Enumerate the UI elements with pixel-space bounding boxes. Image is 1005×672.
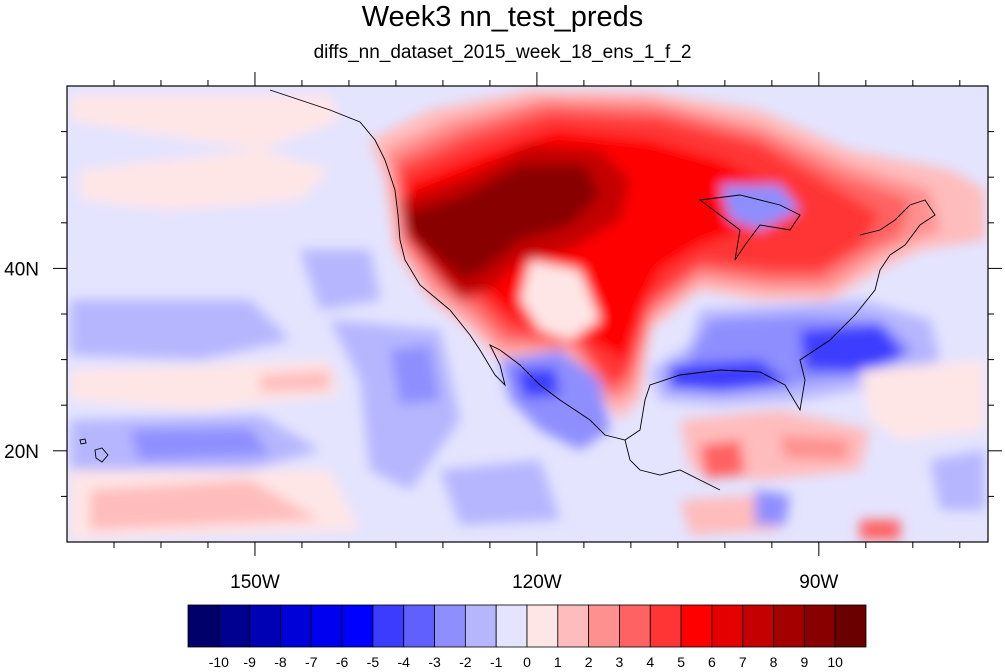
colorbar-label: -10: [209, 654, 229, 670]
mexico-coastline: [624, 439, 721, 491]
colorbar-label: -9: [243, 654, 256, 670]
anomaly-field: [67, 86, 988, 542]
colorbar-label: 0: [523, 654, 531, 670]
colorbar-swatch: [434, 604, 466, 648]
north-america-coastline: [269, 89, 936, 441]
axis-tick-labels: 150W 120W 90W 40N 20N: [4, 259, 838, 593]
colorbar-swatch: [249, 604, 281, 648]
lat-tick-label: 20N: [4, 442, 39, 463]
plot-subtitle: diffs_nn_dataset_2015_week_18_ens_1_f_2: [313, 42, 692, 63]
colorbar-label: -6: [336, 654, 349, 670]
colorbar-swatch: [526, 604, 559, 648]
colorbar-label: 7: [739, 654, 747, 670]
colorbar-swatch: [803, 604, 836, 648]
great-lakes: [698, 194, 801, 261]
colorbar: -10 -9 -8 -7 -6 -5 -4 -3 -2 -1 0 1 2 3 4 5 6 7 8 9 10: [187, 604, 867, 670]
lat-tick-label: 40N: [4, 259, 39, 280]
coastlines: [79, 89, 936, 491]
colorbar-label: -7: [305, 654, 318, 670]
colorbar-swatch: [557, 604, 590, 648]
colorbar-swatch: [742, 604, 774, 648]
colorbar-label: -4: [398, 654, 411, 670]
colorbar-swatch: [464, 604, 497, 648]
colorbar-swatch: [711, 604, 744, 648]
lon-tick-label: 120W: [512, 572, 562, 593]
colorbar-swatch: [403, 604, 435, 648]
colorbar-swatch: [680, 604, 713, 648]
colorbar-label: -3: [428, 654, 441, 670]
colorbar-swatch: [280, 604, 312, 648]
colorbar-swatch: [495, 604, 528, 648]
colorbar-label: -1: [490, 654, 503, 670]
colorbar-swatch: [773, 604, 805, 648]
colorbar-label: -8: [274, 654, 287, 670]
colorbar-label: 3: [616, 654, 624, 670]
colorbar-swatch: [341, 604, 374, 648]
colorbar-swatch: [218, 604, 251, 648]
colorbar-label: -2: [459, 654, 472, 670]
colorbar-swatch: [588, 604, 620, 648]
colorbar-label: 1: [554, 654, 562, 670]
colorbar-swatch: [834, 604, 867, 648]
colorbar-label: 6: [708, 654, 716, 670]
plot-title: Week3 nn_test_preds: [361, 1, 644, 33]
colorbar-label: 10: [827, 654, 843, 670]
colorbar-label: -5: [367, 654, 380, 670]
lon-tick-label: 150W: [230, 572, 280, 593]
colorbar-label: 4: [646, 654, 654, 670]
colorbar-label: 9: [800, 654, 808, 670]
colorbar-swatch: [619, 604, 651, 648]
axis-ticks: [53, 72, 1002, 556]
colorbar-swatch: [187, 604, 220, 648]
lon-tick-label: 90W: [799, 572, 838, 593]
colorbar-label: 8: [770, 654, 778, 670]
colorbar-swatch: [310, 604, 343, 648]
hawaii-islands: [79, 438, 109, 463]
colorbar-label: 2: [585, 654, 593, 670]
colorbar-label: 5: [677, 654, 685, 670]
colorbar-swatch: [649, 604, 682, 648]
colorbar-swatch: [372, 604, 405, 648]
